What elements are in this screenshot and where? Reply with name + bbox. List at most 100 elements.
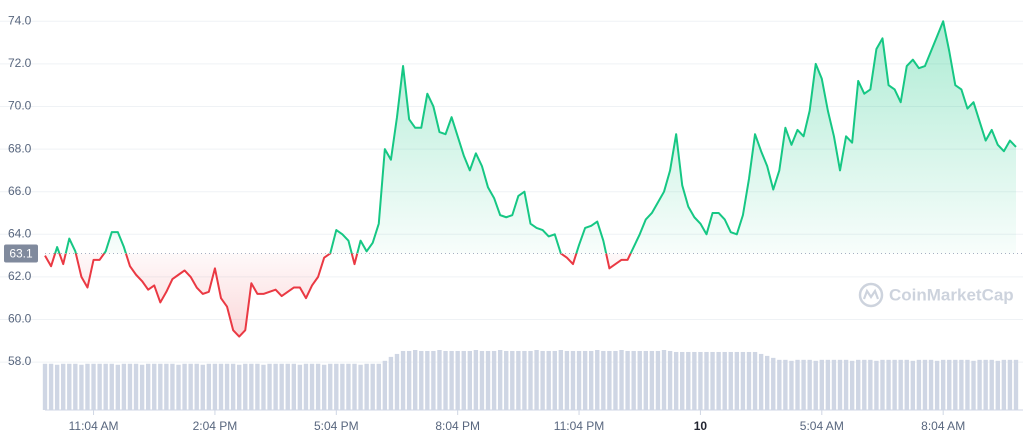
volume-bar: [625, 350, 630, 410]
volume-bar: [655, 350, 661, 410]
reference-label-box: [4, 244, 38, 263]
volume-bar: [589, 350, 594, 410]
volume-bar: [467, 350, 472, 410]
axes: 58.0 60.0 62.0 64.0 66.0 68.0 70.0 72.0 74.0 11:0…: [4, 13, 1023, 433]
volume-bar: [109, 363, 114, 410]
volume-bar: [692, 351, 697, 410]
volume-bar: [461, 350, 466, 410]
volume-bar: [382, 360, 388, 410]
volume-bar: [522, 350, 527, 410]
volume-bar: [485, 350, 491, 410]
volume-bar: [704, 351, 709, 410]
y-tick-label: 68.0: [8, 141, 32, 155]
volume-bar: [989, 359, 994, 410]
volume-bar: [528, 350, 533, 410]
volume-bar: [849, 360, 855, 410]
volume-bar: [661, 350, 667, 410]
volume-bar: [764, 355, 770, 410]
volume-bar: [940, 359, 946, 410]
watermark-logo-mark: [862, 288, 880, 300]
y-tick-label: 58.0: [8, 354, 32, 368]
volume-bar: [619, 350, 624, 410]
volume-bar: [406, 350, 412, 410]
volume-bar: [934, 360, 940, 410]
volume-bar: [728, 351, 733, 410]
volume-bar: [965, 359, 970, 410]
volume-bar: [504, 350, 509, 410]
volume-bar: [607, 350, 612, 410]
x-tick-label: 11:04 PM: [554, 419, 604, 433]
volume-bar: [534, 350, 539, 410]
volume-bar: [680, 351, 685, 410]
price-line: [44, 20, 1017, 338]
volume-bar: [437, 350, 442, 410]
volume-bar: [267, 363, 272, 410]
volume-bar: [752, 351, 758, 410]
volume-bar: [837, 359, 843, 410]
volume-bar: [370, 363, 375, 410]
volume-bar: [188, 363, 193, 410]
volume-bar: [419, 350, 424, 410]
y-tick-label: 66.0: [8, 184, 32, 198]
volume-bar: [491, 350, 497, 410]
volume-bar: [388, 356, 394, 410]
volume-bar: [285, 363, 290, 410]
y-tick-label: 74.0: [8, 13, 32, 27]
x-tick-label: 5:04 PM: [314, 419, 359, 433]
volume-bar: [79, 364, 84, 410]
volume-bar: [564, 350, 570, 410]
volume-bar: [61, 363, 66, 410]
volume-bar: [158, 363, 163, 410]
x-tick-label: 11:04 AM: [69, 419, 119, 433]
volume-bar: [673, 351, 679, 410]
volume-bar: [698, 351, 703, 410]
volume-bar: [910, 360, 916, 410]
x-tick-label: 10: [694, 419, 708, 433]
volume-bar: [807, 359, 812, 410]
volume-bar: [224, 363, 230, 410]
volume-bar: [825, 359, 831, 410]
volume-bar: [953, 359, 958, 410]
volume-bar: [892, 359, 897, 410]
volume-bar: [995, 360, 1000, 410]
volume-bar: [886, 359, 891, 410]
volume-bar: [321, 364, 327, 410]
volume-bar: [758, 353, 764, 410]
volume-bar: [710, 351, 715, 410]
volume-bar: [182, 363, 187, 410]
volume-bar: [206, 363, 212, 410]
volume-bar: [431, 350, 436, 410]
volume-bar: [983, 359, 988, 410]
volume-bar: [922, 359, 928, 410]
volume-bar: [54, 364, 60, 410]
volume-bar: [73, 363, 78, 410]
volume-bar: [856, 359, 861, 410]
volume-bar: [862, 359, 867, 410]
volume-bar: [328, 363, 333, 410]
volume-bar: [218, 363, 224, 410]
volume-bar: [613, 350, 618, 410]
volume-bar: [516, 350, 521, 410]
volume-bar: [309, 363, 315, 410]
volume-bar: [200, 364, 205, 410]
volume-bar: [334, 363, 339, 410]
volume-bar: [91, 363, 96, 410]
volume-bar: [510, 350, 515, 410]
volume-bar: [145, 363, 151, 410]
volume-bar: [364, 363, 369, 410]
volume-bar: [170, 363, 175, 410]
volume-bar: [667, 350, 673, 410]
volume-bar: [255, 363, 260, 410]
volume-bar: [552, 350, 557, 410]
y-tick-label: 64.0: [8, 226, 32, 240]
volume-bar: [716, 351, 721, 410]
volume-bar: [279, 363, 284, 410]
volume-bar: [237, 364, 242, 410]
volume-bar: [1007, 359, 1013, 410]
volume-bar: [722, 351, 727, 410]
y-tick-label: 70.0: [8, 99, 32, 113]
volume-bar: [443, 350, 448, 410]
volume-bar: [291, 363, 297, 410]
volume-bar: [880, 359, 885, 410]
